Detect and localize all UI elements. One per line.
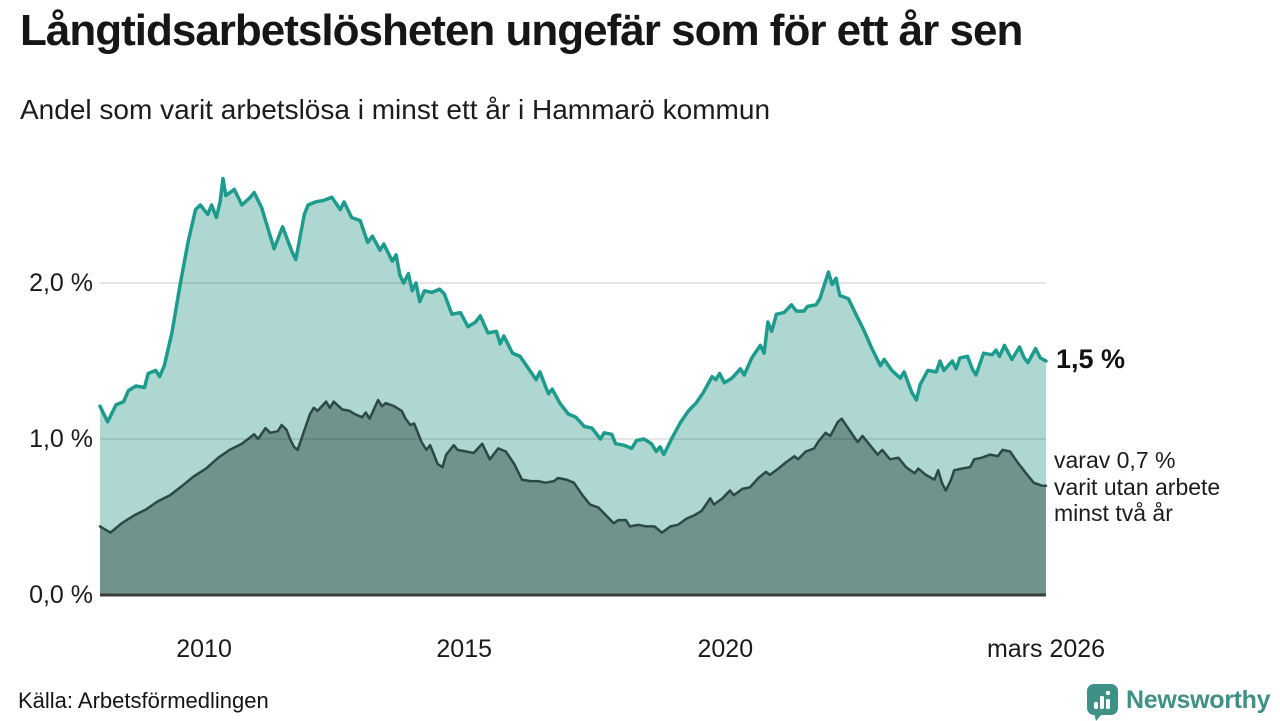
source-attribution: Källa: Arbetsförmedlingen: [18, 688, 269, 713]
y-tick-label: 1,0 %: [29, 425, 93, 453]
line-series-1: [98, 176, 1048, 457]
newsworthy-logo[interactable]: Newsworthy: [1086, 683, 1271, 721]
x-tick-label: 2020: [697, 635, 754, 663]
secondary-annotation-line-3: minst två år: [1054, 500, 1173, 526]
secondary-annotation-line-1: varav 0,7 %: [1054, 447, 1176, 473]
area-fill-series-2: [100, 400, 1046, 595]
latest-value-annotation: 1,5 %: [1056, 344, 1126, 374]
chart-area-fills: [100, 178, 1046, 595]
secondary-value-annotation: varav 0,7 % varit utan arbete minst två …: [1054, 447, 1220, 527]
x-tick-label: 2015: [436, 635, 493, 663]
newsworthy-logo-icon: [1087, 684, 1118, 721]
x-tick-label: 2010: [176, 635, 232, 663]
newsworthy-wordmark: Newsworthy: [1126, 686, 1271, 714]
line-series-2: [98, 398, 1048, 534]
chart-series-lines: [98, 176, 1048, 534]
chart-title: Långtidsarbetslösheten ungefär som för e…: [20, 6, 1023, 55]
logo-exclamation-dot: [1106, 691, 1110, 695]
secondary-annotation-line-2: varit utan arbete: [1054, 473, 1221, 500]
x-tick-label: mars 2026: [986, 635, 1106, 663]
y-tick-label: 2,0 %: [29, 269, 93, 297]
chart-subtitle: Andel som varit arbetslösa i minst ett å…: [20, 94, 771, 125]
y-tick-label: 0,0 %: [29, 581, 93, 609]
